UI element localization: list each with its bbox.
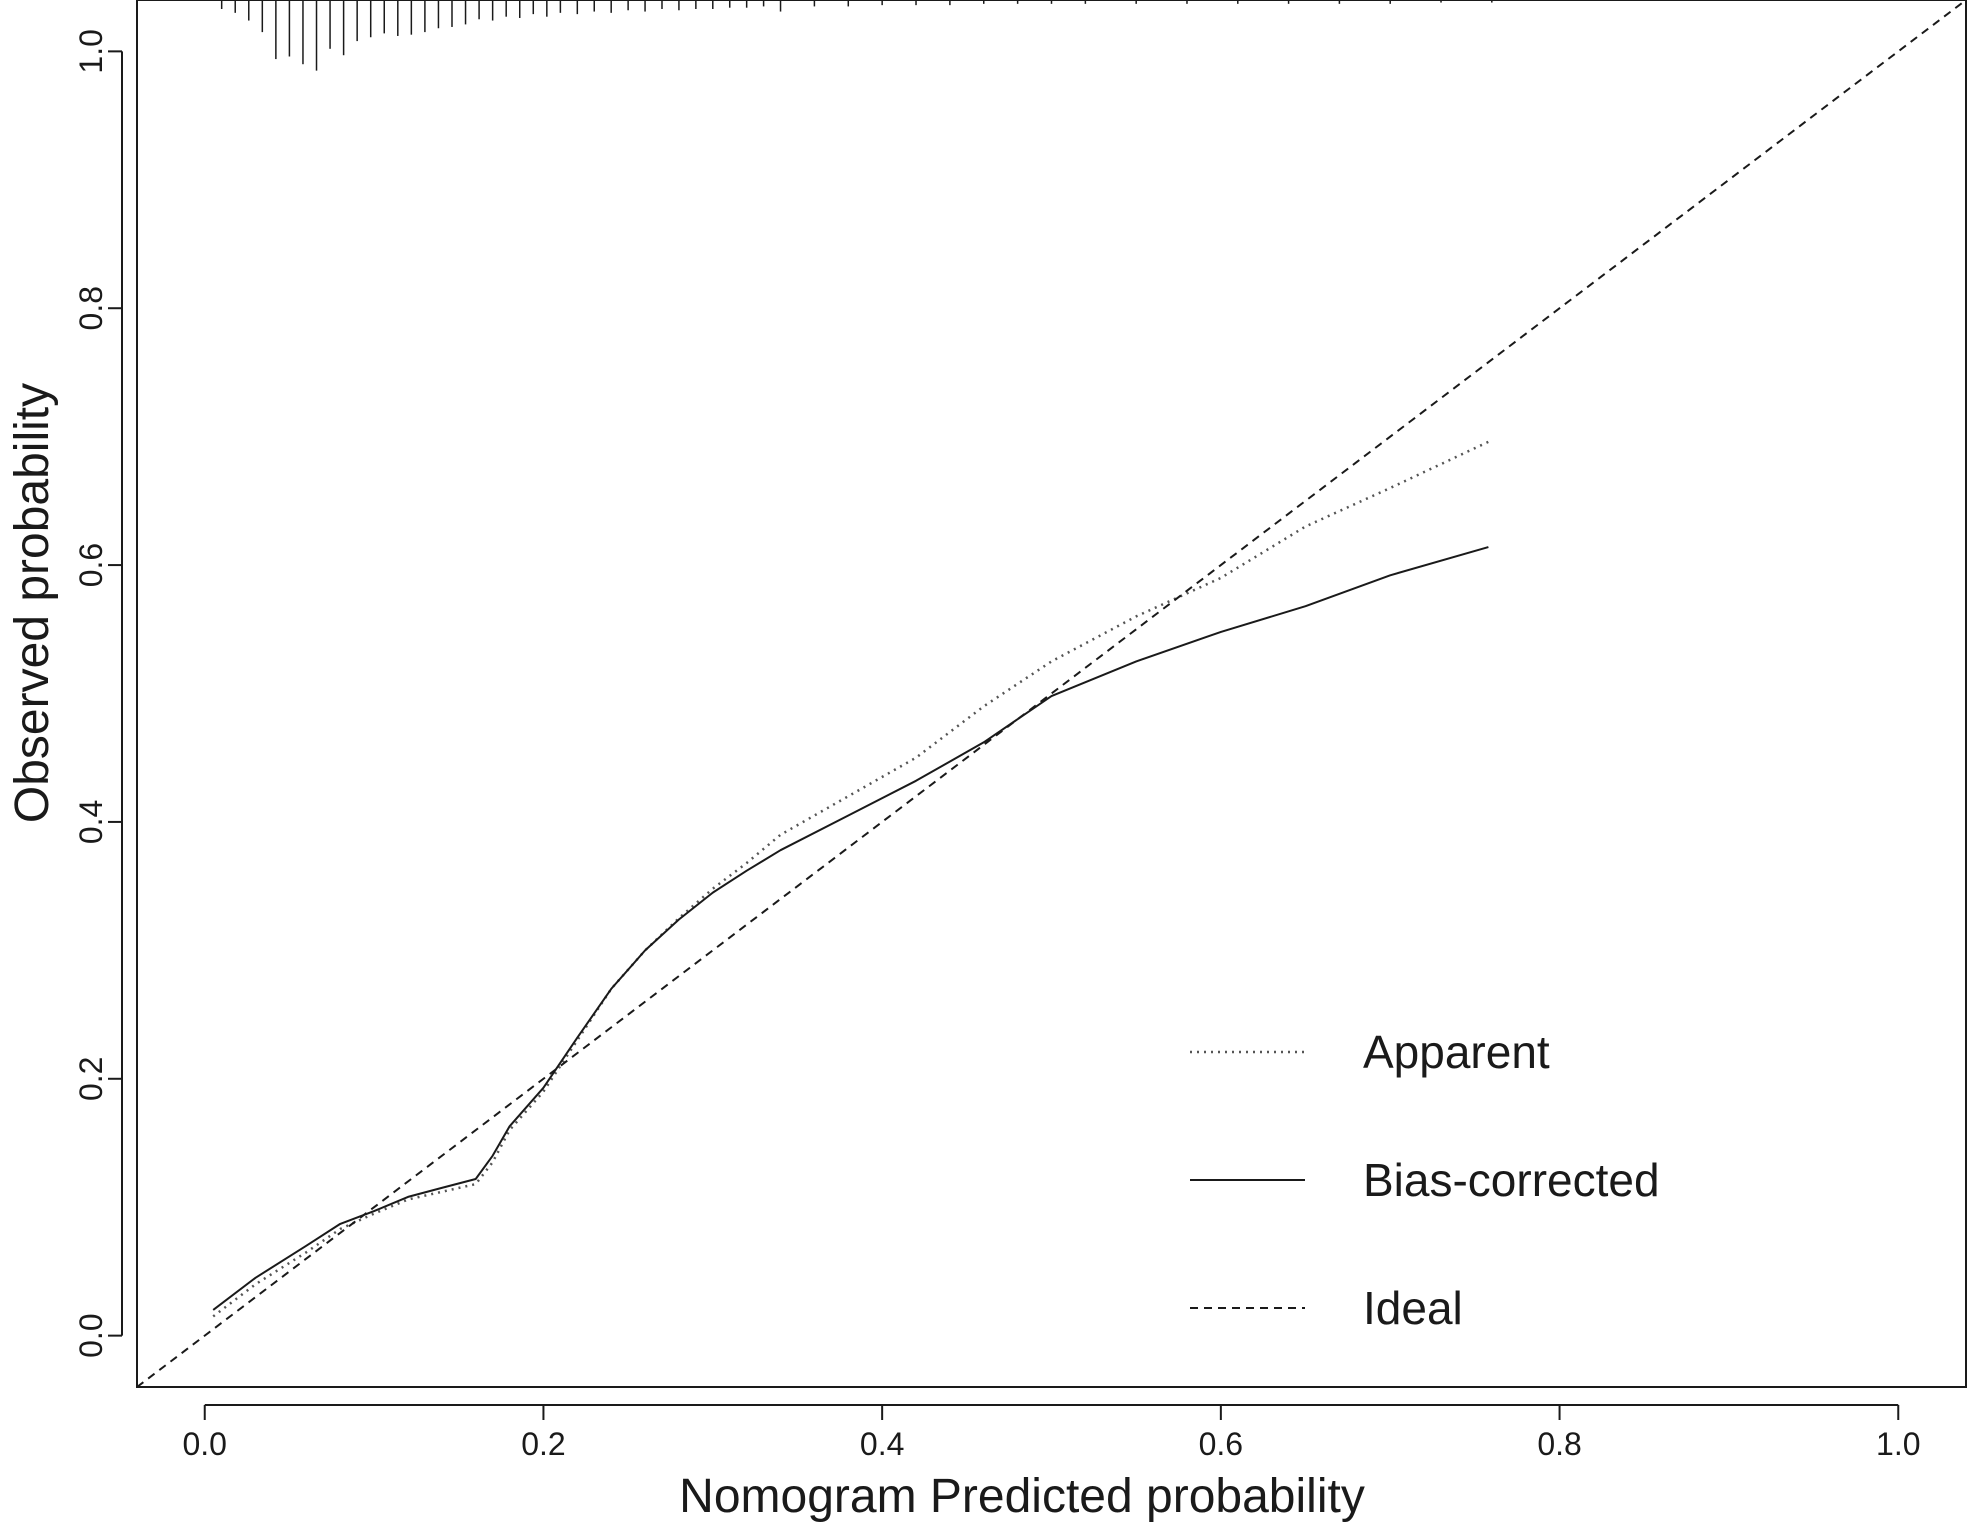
y-tick-label: 0.4 <box>73 800 109 844</box>
axes: 0.0 0.2 0.4 0.6 0.8 1.0 0.0 0.2 0.4 0.6 0.8 1.0 <box>73 29 1921 1462</box>
y-tick-label: 0.8 <box>73 286 109 330</box>
legend-label: Apparent <box>1363 1026 1550 1078</box>
legend: Apparent Bias-corrected Ideal <box>1190 1026 1660 1334</box>
series-line-apparent <box>212 440 1489 1318</box>
y-tick-label: 0.0 <box>73 1313 109 1357</box>
legend-label: Bias-corrected <box>1363 1154 1660 1206</box>
rug-ticks <box>220 0 1493 71</box>
series-line-bias-corrected <box>212 546 1489 1311</box>
x-axis-title: Nomogram Predicted probability <box>679 1470 1365 1523</box>
series-line-ideal <box>136 0 1967 1388</box>
series-lines <box>136 0 1967 1388</box>
x-tick-label: 0.8 <box>1537 1426 1581 1462</box>
x-tick-label: 0.2 <box>521 1426 565 1462</box>
legend-label: Ideal <box>1363 1282 1463 1334</box>
plot-frame <box>136 0 1967 1388</box>
x-tick-label: 1.0 <box>1876 1426 1920 1462</box>
y-tick-label: 0.2 <box>73 1057 109 1101</box>
y-axis-title: Observed probability <box>6 383 59 823</box>
y-tick-label: 0.6 <box>73 543 109 587</box>
x-tick-label: 0.0 <box>182 1426 226 1462</box>
x-tick-label: 0.6 <box>1199 1426 1243 1462</box>
x-tick-label: 0.4 <box>860 1426 904 1462</box>
y-tick-label: 1.0 <box>73 29 109 73</box>
